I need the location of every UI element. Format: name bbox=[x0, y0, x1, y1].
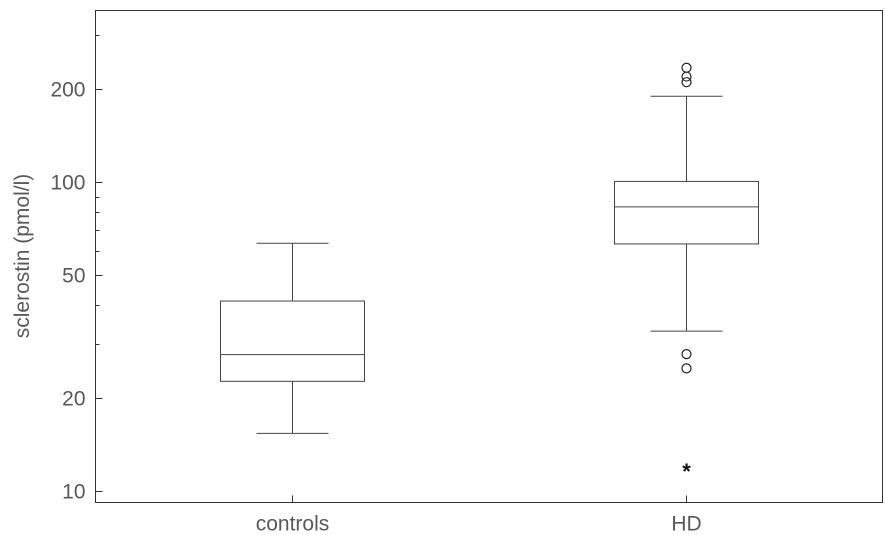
plot-area bbox=[95, 10, 883, 503]
interquartile-box bbox=[614, 180, 759, 245]
x-axis-ticks: controls HD bbox=[256, 495, 702, 535]
x-category-label: HD bbox=[671, 513, 701, 535]
y-axis-title: sclerostin (pmol/l) bbox=[11, 174, 34, 339]
box-controls bbox=[220, 242, 365, 434]
x-category-label: controls bbox=[256, 513, 330, 535]
y-tick-label: 20 bbox=[62, 388, 85, 411]
interquartile-box bbox=[220, 300, 365, 382]
y-tick-label: 10 bbox=[62, 481, 85, 504]
box-hd: * bbox=[614, 62, 759, 484]
y-tick-label: 100 bbox=[50, 172, 85, 195]
outlier-point bbox=[681, 349, 692, 360]
y-tick-label: 50 bbox=[62, 265, 85, 288]
box-series: * bbox=[220, 62, 759, 484]
outlier-point bbox=[681, 363, 692, 374]
y-axis-ticks: 10 20 50 100 200 bbox=[50, 35, 103, 504]
outlier-point bbox=[681, 71, 692, 82]
y-tick-label: 200 bbox=[50, 79, 85, 102]
outlier-point bbox=[681, 62, 692, 73]
extreme-point: * bbox=[682, 459, 691, 484]
outlier-point bbox=[681, 77, 692, 88]
